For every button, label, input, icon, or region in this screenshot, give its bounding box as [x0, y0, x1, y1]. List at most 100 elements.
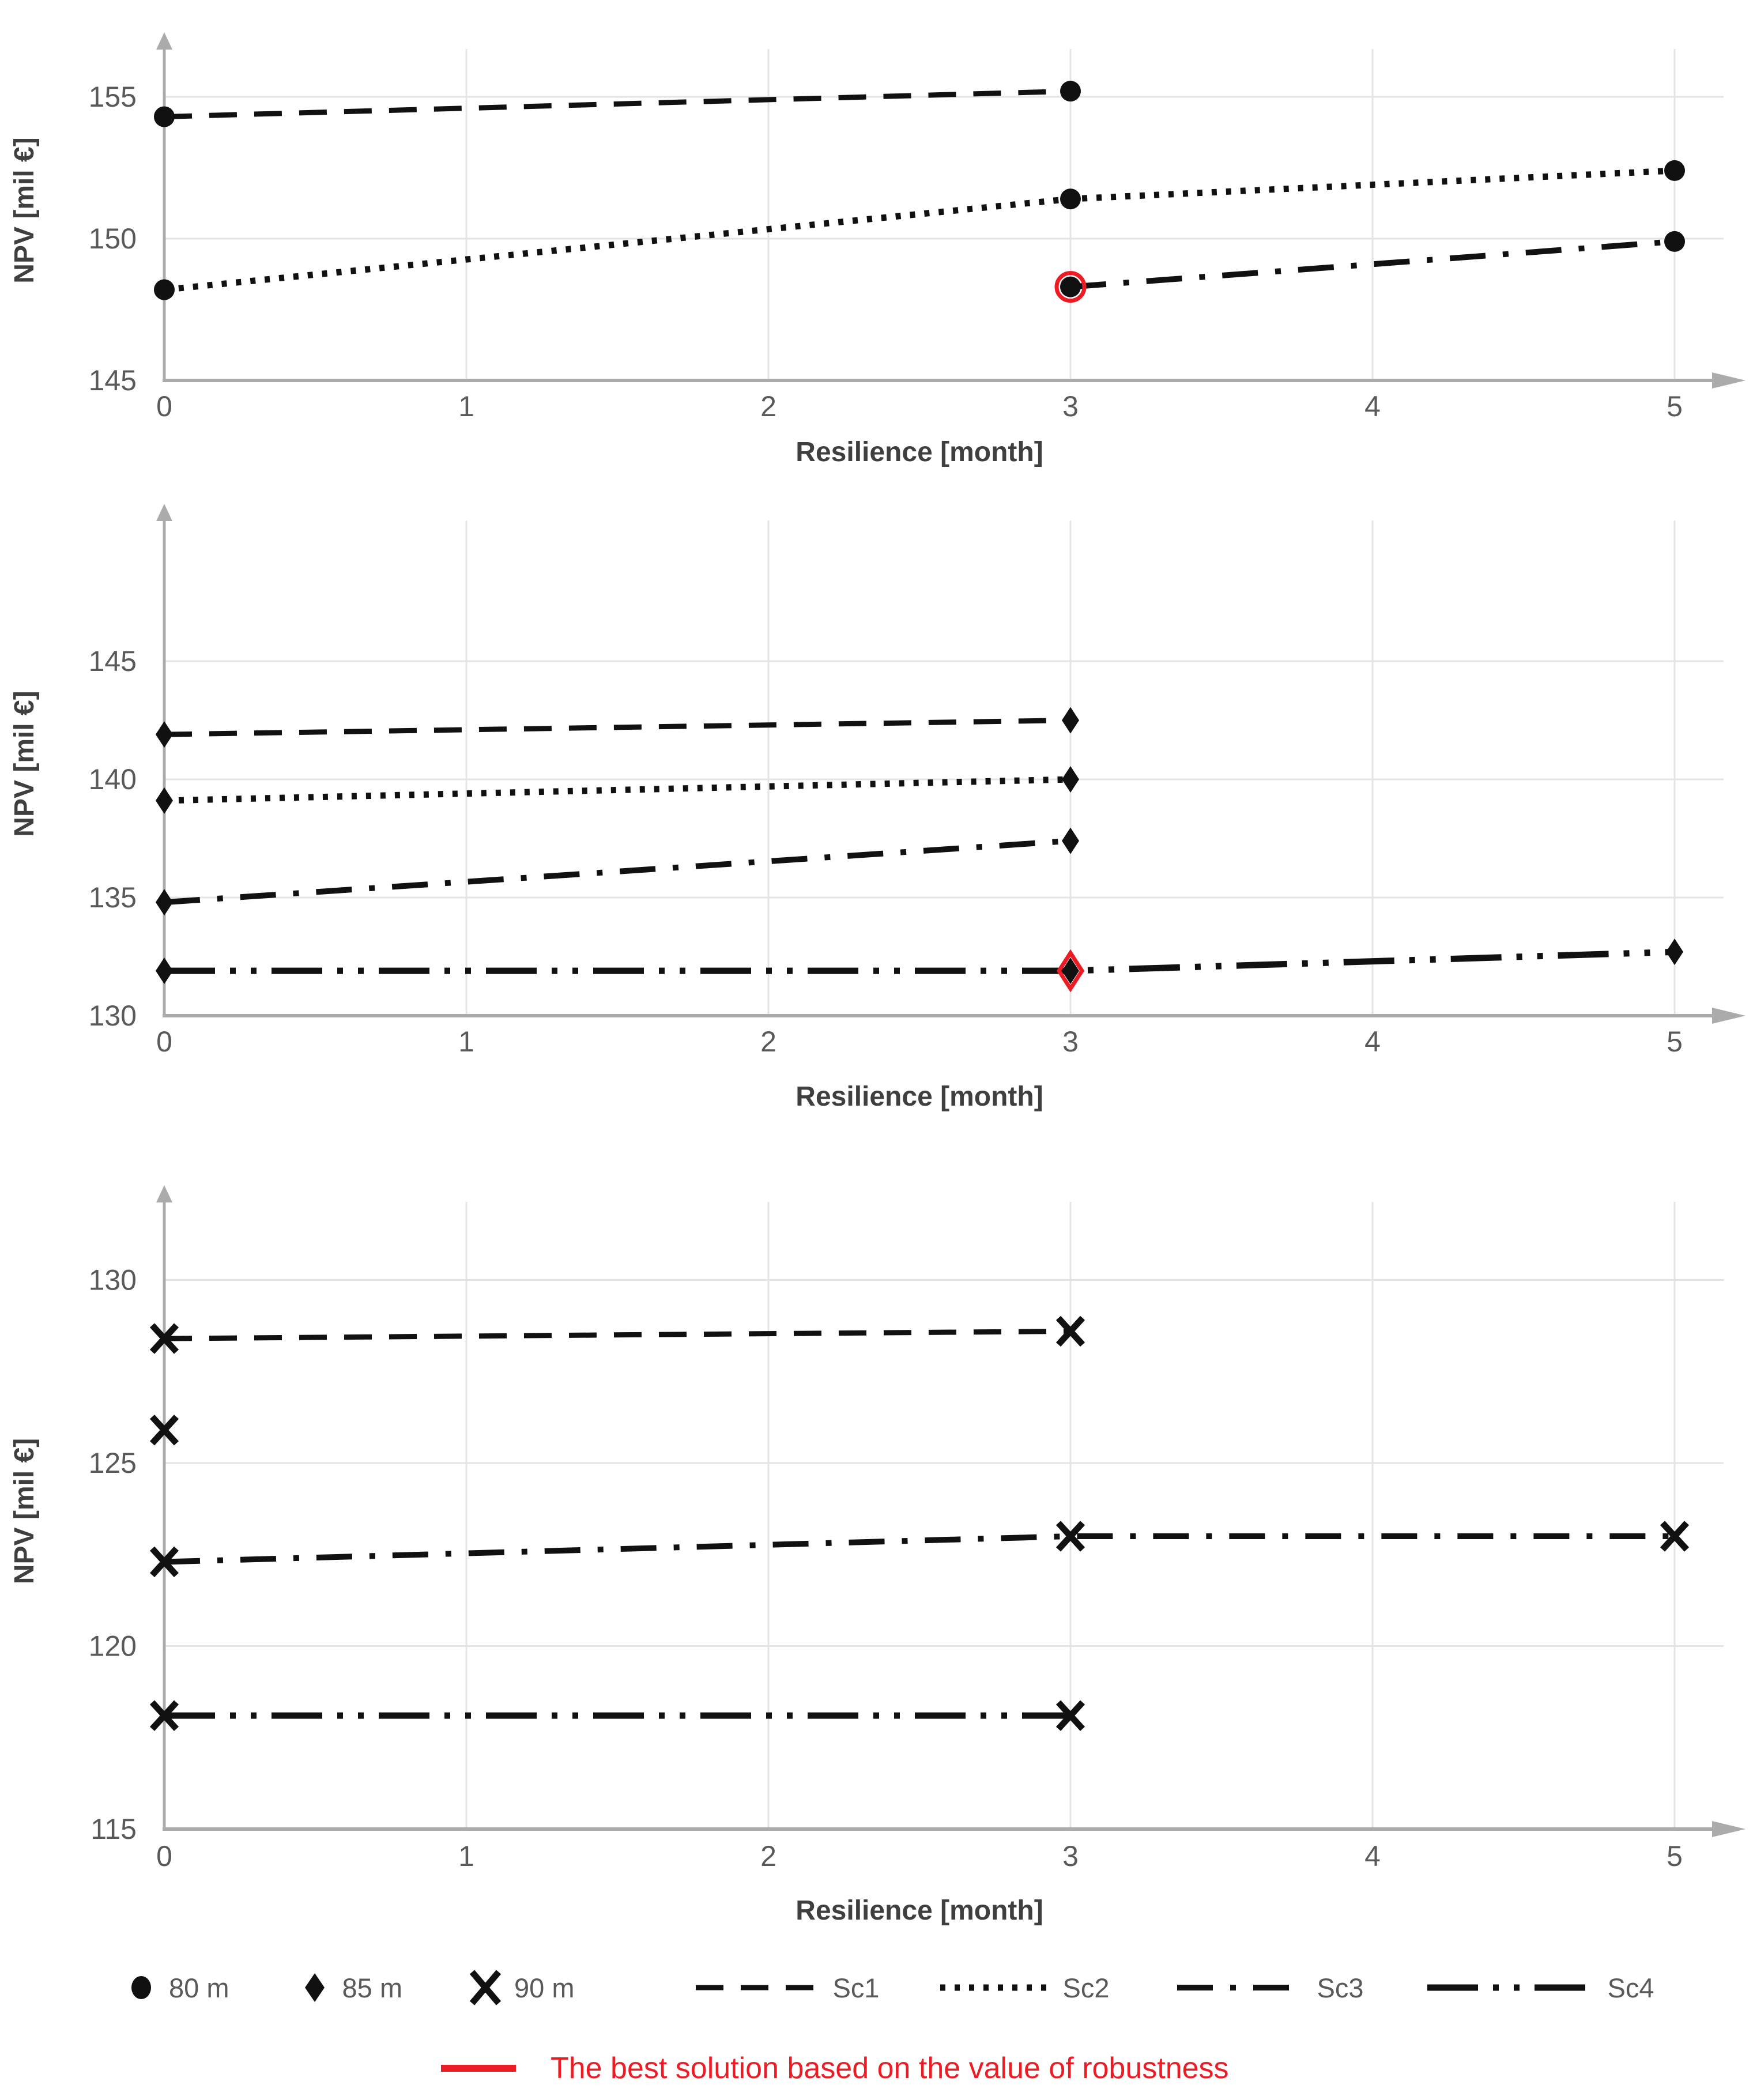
- diamond-marker-icon: [156, 721, 173, 748]
- x-axis-arrow-icon: [1712, 372, 1746, 389]
- y-axis-arrow-icon: [156, 1185, 172, 1202]
- legend-item-label: Sc3: [1317, 1972, 1364, 2003]
- x-axis-arrow-icon: [1712, 1821, 1746, 1837]
- x-marker-icon: [149, 1700, 179, 1731]
- sc3-line-sample-icon: [1177, 1985, 1305, 1990]
- x-tick-label: 5: [1667, 1840, 1683, 1872]
- x-tick-label: 4: [1364, 390, 1381, 423]
- sc1-line-sample-icon: [695, 1985, 820, 1990]
- legend-item-sc2: Sc2: [937, 1972, 1110, 2004]
- y-axis-title: NPV [mil €]: [9, 691, 40, 836]
- x-tick-label: 1: [458, 1840, 474, 1872]
- x-tick-label: 1: [458, 390, 474, 423]
- y-axis-title: NPV [mil €]: [9, 137, 40, 283]
- series-line-sc4: [164, 948, 1675, 974]
- x-marker-icon: [1055, 1521, 1085, 1552]
- x-tick-label: 5: [1667, 1026, 1683, 1058]
- y-tick-label: 140: [89, 763, 137, 795]
- legend-item-label: 80 m: [169, 1972, 229, 2003]
- diamond-marker-icon: [1062, 827, 1079, 854]
- x-tick-label: 3: [1062, 1840, 1079, 1872]
- x-tick-label: 3: [1062, 1026, 1079, 1058]
- circle-marker-icon: [1664, 231, 1685, 252]
- x-tick-label: 0: [156, 390, 172, 423]
- sc2-line-sample-icon: [940, 1984, 1050, 1991]
- series-line-sc1: [164, 1328, 1071, 1341]
- x-tick-label: 0: [156, 1840, 172, 1872]
- legend-item-label: Sc4: [1607, 1972, 1654, 2003]
- circle-marker-icon: [1060, 188, 1081, 210]
- npv-vs-resilience-90m: 115 120 125 130 0 1 2 3 4 5 Resilience [month] NPV …: [9, 1185, 1746, 1926]
- y-tick-label: 130: [89, 1000, 137, 1032]
- diamond-marker-icon: [1062, 707, 1079, 734]
- y-axis-arrow-icon: [156, 32, 172, 50]
- x-marker-icon: [149, 1323, 179, 1354]
- diamond-marker-icon: [156, 889, 173, 916]
- best-solution-note-label: The best solution based on the value of …: [551, 2052, 1229, 2085]
- y-tick-label: 125: [89, 1447, 137, 1479]
- series-line-sc3: [164, 1533, 1675, 1565]
- x-axis-arrow-icon: [1712, 1008, 1746, 1024]
- circle-marker-icon: [1664, 160, 1685, 181]
- legend-item-sc1: Sc1: [693, 1972, 880, 2004]
- circle-marker-icon: [131, 1976, 151, 1999]
- diamond-marker-icon: [304, 1973, 325, 2002]
- y-tick-label: 145: [89, 645, 137, 677]
- y-axis-title: NPV [mil €]: [9, 1438, 40, 1584]
- diamond-marker-icon: [156, 787, 173, 814]
- series-line-sc2: [164, 167, 1675, 293]
- x-tick-label: 2: [760, 390, 776, 423]
- x-tick-label: 2: [760, 1026, 776, 1058]
- x-tick-label: 4: [1364, 1026, 1381, 1058]
- circle-marker-icon: [1060, 81, 1081, 102]
- diamond-marker-icon: [1062, 957, 1079, 985]
- best-solution-note: The best solution based on the value of …: [0, 2037, 1753, 2100]
- series-line-sc1: [164, 88, 1071, 119]
- x-marker-icon: [469, 1970, 502, 2005]
- best-solution-marker: [1056, 949, 1085, 993]
- x-marker-icon: [1055, 1700, 1085, 1731]
- legend-item-sc3: Sc3: [1174, 1972, 1364, 2004]
- legend-item-85m: 85 m: [297, 1967, 403, 2008]
- circle-marker-icon: [1060, 276, 1081, 297]
- x-axis-title: Resilience [month]: [796, 1895, 1043, 1926]
- series-line-sc1: [164, 718, 1071, 737]
- x-marker-icon: [149, 1415, 179, 1446]
- y-axis-arrow-icon: [156, 504, 172, 521]
- series-line-sc2: [164, 776, 1071, 804]
- legend-item-90m: 90 m: [467, 1966, 575, 2009]
- circle-marker-icon: [154, 106, 175, 127]
- legend-item-label: Sc2: [1062, 1972, 1110, 2003]
- x-tick-label: 2: [760, 1840, 776, 1872]
- legend-item-80m: 80 m: [124, 1967, 229, 2008]
- best-solution-marker: [1054, 271, 1087, 303]
- y-tick-label: 145: [89, 364, 137, 397]
- circle-marker-icon: [154, 279, 175, 300]
- chart-90m: 115 120 125 130 0 1 2 3 4 5 Resilience [month] NPV …: [0, 1167, 1753, 1946]
- x-marker-icon: [1055, 1315, 1085, 1347]
- x-axis-title: Resilience [month]: [796, 1081, 1043, 1112]
- x-tick-label: 1: [458, 1026, 474, 1058]
- sc4-line-sample-icon: [1427, 1984, 1595, 1991]
- x-tick-label: 5: [1667, 390, 1683, 423]
- y-tick-label: 130: [89, 1264, 137, 1296]
- x-marker-icon: [149, 1546, 179, 1578]
- series-line-sc3: [1070, 238, 1675, 290]
- x-tick-label: 0: [156, 1026, 172, 1058]
- x-axis-title: Resilience [month]: [796, 437, 1043, 467]
- series-line-sc3: [164, 838, 1071, 906]
- legend-item-sc4: Sc4: [1424, 1972, 1654, 2004]
- legend-item-label: 85 m: [342, 1972, 403, 2003]
- chart-85m: 130 135 140 145 0 1 2 3 4 5 Resilience [month] NPV …: [0, 490, 1753, 1167]
- x-marker-icon: [1660, 1521, 1690, 1552]
- legend-item-label: 90 m: [514, 1972, 575, 2003]
- x-tick-label: 4: [1364, 1840, 1381, 1872]
- chart-80m: 145 150 155 0 1 2 3 4 5 Resilience [month] NPV [mi…: [0, 0, 1753, 490]
- legend-item-label: Sc1: [832, 1972, 880, 2003]
- red-line-sample-icon: [441, 2065, 516, 2072]
- npv-vs-resilience-85m: 130 135 140 145 0 1 2 3 4 5 Resilience [month] NPV …: [9, 504, 1746, 1112]
- legend: 80 m 85 m 90 m Sc1 Sc2 Sc3 Sc4: [0, 1956, 1753, 2019]
- y-tick-label: 115: [91, 1813, 137, 1845]
- y-tick-label: 150: [89, 223, 137, 255]
- y-tick-label: 120: [89, 1630, 137, 1662]
